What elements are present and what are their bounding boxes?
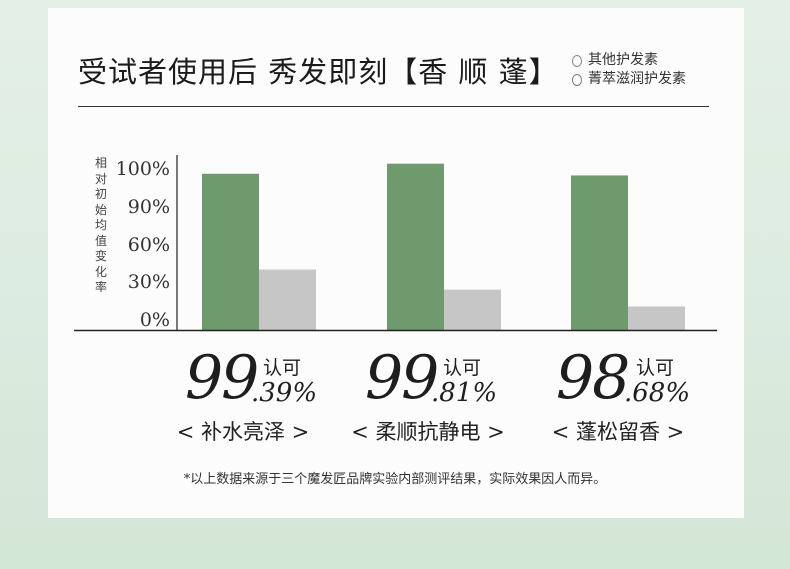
y-axis-label: 相对初始均值变化率 — [94, 156, 107, 294]
y-tick-label: 90% — [128, 196, 170, 218]
legend-item-other: 其他护发素 — [572, 51, 686, 70]
legend-label: 其他护发素 — [588, 52, 658, 68]
stat-value-integer: 98 — [556, 343, 630, 413]
stat-label: 认可 — [263, 357, 302, 379]
y-tick-label: 100% — [116, 158, 170, 180]
stat-label: 认可 — [443, 357, 482, 379]
bar-other — [628, 306, 685, 330]
y-tick-label: 60% — [128, 234, 170, 256]
bar-product — [202, 173, 259, 330]
bar-other — [259, 269, 316, 330]
bar-product — [571, 175, 628, 330]
stat-description-3: < 蓬松留香 > — [551, 420, 685, 444]
stat-description-2: < 柔顺抗静电 > — [351, 420, 505, 444]
legend-marker-icon — [572, 73, 582, 86]
stat-value-integer: 99 — [365, 343, 439, 413]
stat-value-integer: 99 — [185, 343, 259, 413]
stat-description-1: < 补水亮泽 > — [176, 420, 310, 444]
chart-legend: 其他护发素 菁萃滋润护发素 — [572, 51, 686, 89]
y-tick-label: 0% — [140, 309, 170, 331]
legend-label: 菁萃滋润护发素 — [588, 71, 686, 87]
stat-block-1: 99 认可 .39% — [185, 348, 317, 408]
y-tick-label: 30% — [128, 271, 170, 293]
stat-block-2: 99 认可 .81% — [365, 348, 497, 408]
bar-other — [444, 289, 501, 330]
stat-block-3: 98 认可 .68% — [556, 348, 690, 408]
page-title: 受试者使用后 秀发即刻【香 顺 蓬】 — [78, 55, 559, 89]
bar-product — [387, 163, 444, 330]
stat-label: 认可 — [636, 357, 675, 379]
legend-marker-icon — [572, 54, 582, 67]
stat-value-decimal: .68% — [624, 378, 691, 408]
title-divider — [78, 106, 709, 107]
stat-value-decimal: .81% — [431, 378, 498, 408]
legend-item-product: 菁萃滋润护发素 — [572, 70, 686, 89]
stat-value-decimal: .39% — [251, 378, 318, 408]
footnote: *以上数据来源于三个魔发匠品牌实验内部测评结果，实际效果因人而异。 — [183, 472, 607, 487]
